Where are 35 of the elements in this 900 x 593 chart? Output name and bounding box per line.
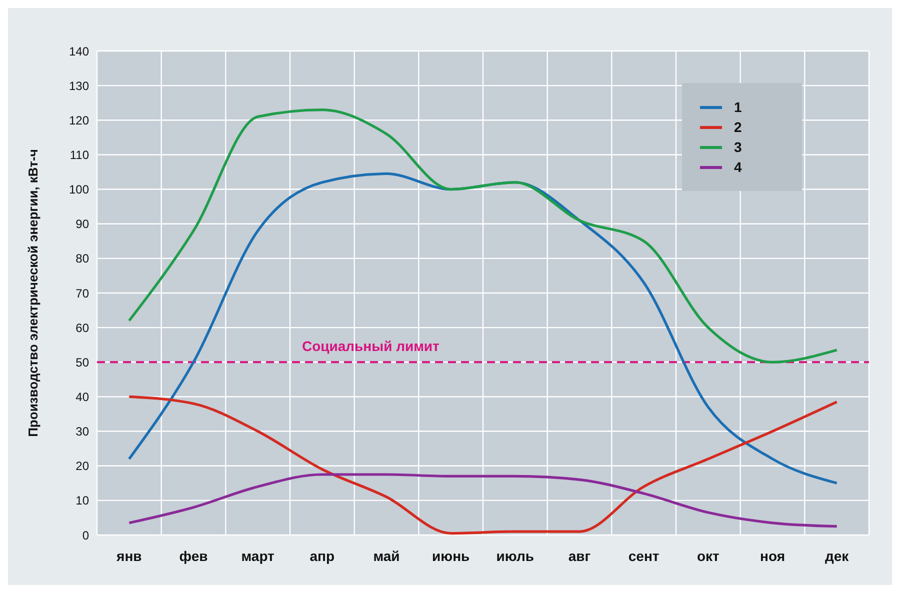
legend-label: 3 <box>733 138 743 157</box>
y-tick-label: 70 <box>76 286 90 300</box>
x-tick-label: дек <box>824 548 850 564</box>
x-tick-label: окт <box>696 548 720 564</box>
ref-line-label: Социальный лимит <box>302 338 440 354</box>
x-tick-label: июль <box>496 548 534 564</box>
x-tick-label: июнь <box>432 548 470 564</box>
y-tick-label: 20 <box>76 459 90 474</box>
y-tick-label: 0 <box>82 528 90 542</box>
x-tick-label: апр <box>310 548 335 564</box>
y-tick-label: 30 <box>76 424 90 439</box>
y-tick-label: 90 <box>76 217 90 232</box>
y-tick-label: 40 <box>76 390 90 404</box>
y-axis-title: Производство электрической энергии, кВт-ч <box>26 149 41 437</box>
x-tick-label: май <box>373 548 400 564</box>
y-tick-label: 10 <box>76 494 90 508</box>
legend-label: 1 <box>733 98 743 117</box>
y-tick-label: 50 <box>76 355 90 370</box>
x-tick-label: март <box>241 548 275 564</box>
x-tick-label: фев <box>179 548 208 564</box>
line-series <box>128 395 838 535</box>
x-tick-label: янв <box>116 548 142 564</box>
y-tick-label: 130 <box>68 78 90 93</box>
x-tick-label: сент <box>628 548 660 564</box>
y-tick-label: 120 <box>68 113 90 128</box>
x-tick-label: ноя <box>760 548 785 564</box>
y-tick-label: 80 <box>76 252 90 266</box>
y-tick-label: 60 <box>76 320 90 335</box>
legend-label: 4 <box>733 158 743 177</box>
y-tick-label: 110 <box>70 148 90 162</box>
y-tick-label: 100 <box>68 182 90 197</box>
y-tick-label: 140 <box>68 44 90 58</box>
legend-label: 2 <box>733 118 743 137</box>
x-tick-label: авг <box>568 548 591 564</box>
line-series <box>128 473 838 528</box>
